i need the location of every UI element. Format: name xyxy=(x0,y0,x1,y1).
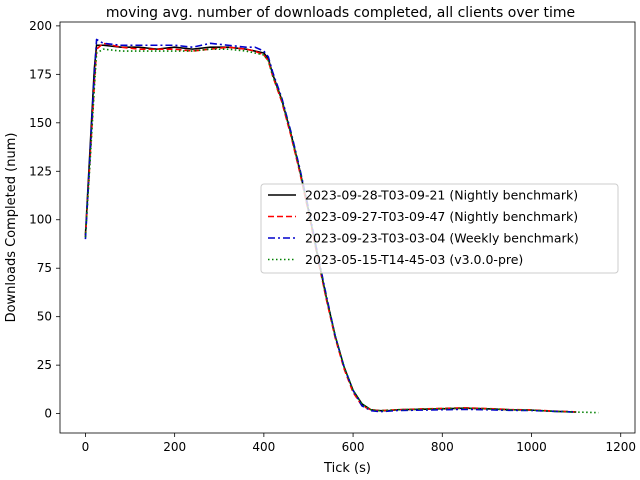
legend-label-4: 2023-05-15-T14-45-03 (v3.0.0-pre) xyxy=(305,252,523,267)
x-axis-label: Tick (s) xyxy=(323,461,371,476)
legend-label-1: 2023-09-28-T03-09-21 (Nightly benchmark) xyxy=(305,188,578,203)
legend: 2023-09-28-T03-09-21 (Nightly benchmark)… xyxy=(260,183,619,274)
legend-box xyxy=(260,183,619,274)
y-axis-label: Downloads Completed (num) xyxy=(4,133,19,323)
y-tick-label: 150 xyxy=(29,116,52,130)
x-axis-ticks: 0 200 400 600 800 1000 1200 xyxy=(82,433,636,454)
y-axis-ticks: 0 25 50 75 100 125 150 175 200 xyxy=(29,19,60,421)
series-lines xyxy=(84,38,599,414)
chart-title: moving avg. number of downloads complete… xyxy=(106,5,575,21)
y-tick-label: 175 xyxy=(29,67,52,81)
legend-label-3: 2023-09-23-T03-03-04 (Weekly benchmark) xyxy=(305,231,579,246)
legend-label-2: 2023-09-27-T03-09-47 (Nightly benchmark) xyxy=(305,209,578,224)
x-tick-label: 600 xyxy=(342,440,365,454)
y-tick-label: 125 xyxy=(29,164,52,178)
series-line-3 xyxy=(84,38,577,413)
y-tick-label: 200 xyxy=(29,19,52,33)
x-tick-label: 0 xyxy=(82,440,90,454)
x-tick-label: 400 xyxy=(252,440,275,454)
plot-area xyxy=(59,21,636,434)
series-line-2 xyxy=(84,42,577,413)
series-line-4 xyxy=(84,48,599,414)
y-tick-label: 0 xyxy=(44,407,52,421)
x-tick-label: 1200 xyxy=(605,440,636,454)
x-tick-label: 200 xyxy=(163,440,186,454)
x-tick-label: 800 xyxy=(431,440,454,454)
y-tick-label: 50 xyxy=(37,310,52,324)
y-tick-label: 100 xyxy=(29,213,52,227)
x-tick-label: 1000 xyxy=(516,440,547,454)
y-tick-label: 25 xyxy=(37,358,52,372)
y-tick-label: 75 xyxy=(37,261,52,275)
